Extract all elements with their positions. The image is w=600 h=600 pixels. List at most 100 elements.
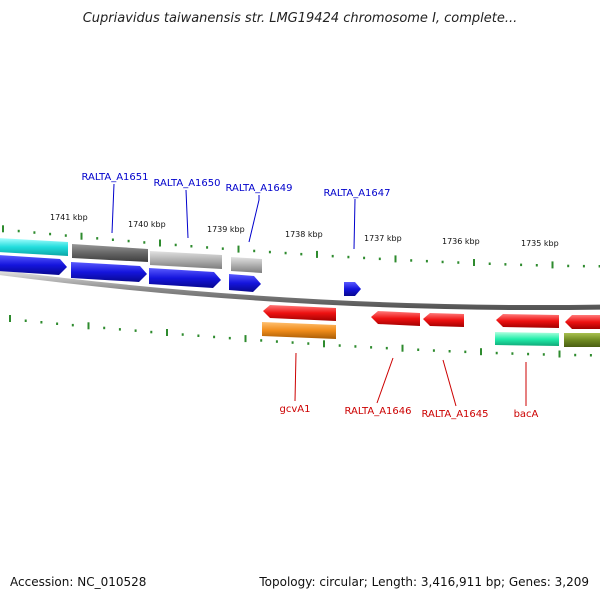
feature-olive[interactable] (564, 333, 600, 347)
top-minor-tick (206, 246, 209, 249)
top-minor-tick (410, 259, 413, 262)
top-minor-tick (143, 241, 146, 244)
feature-orange[interactable] (262, 322, 336, 339)
bottom-minor-tick (40, 321, 43, 324)
accession-text: Accession: NC_010528 (10, 575, 147, 589)
top-minor-tick (33, 231, 36, 234)
gene-arrow-red-2[interactable] (371, 311, 420, 326)
gene-arrow-blue-5[interactable] (344, 282, 361, 296)
top-major-tick (473, 259, 475, 266)
top-minor-tick (457, 261, 460, 264)
bottom-minor-tick (354, 345, 357, 348)
bottom-minor-tick (370, 346, 373, 349)
bottom-minor-tick (197, 334, 200, 337)
tick-label-1735: 1735 kbp (521, 239, 559, 248)
top-minor-tick (582, 264, 585, 268)
bottom-minor-tick (417, 348, 420, 351)
gene-label-gcva1[interactable]: gcvA1 (280, 404, 311, 415)
gene-label-ralta-a1645[interactable]: RALTA_A1645 (421, 409, 488, 420)
top-major-tick (80, 232, 83, 240)
top-minor-tick (17, 229, 20, 233)
bottom-minor-tick (511, 352, 514, 355)
bottom-minor-tick (589, 354, 592, 357)
top-minor-tick (520, 263, 523, 267)
top-minor-tick (441, 260, 444, 264)
feature-lightgray[interactable] (150, 251, 222, 269)
feature-gray-small[interactable] (231, 257, 262, 273)
gene-arrow-blue-2[interactable] (71, 262, 147, 282)
gene-arrow-blue-4[interactable] (229, 274, 261, 292)
tick-labels: 1741 kbp 1740 kbp 1739 kbp 1738 kbp 1737… (50, 213, 559, 248)
gene-label-baca[interactable]: bacA (514, 409, 539, 420)
tick-label-1739: 1739 kbp (207, 225, 245, 234)
feature-darkgray[interactable] (72, 244, 148, 262)
top-minor-tick (49, 232, 52, 236)
bottom-minor-tick (338, 344, 341, 347)
gene-arrow-red-5[interactable] (565, 315, 600, 329)
top-minor-tick (221, 247, 224, 250)
leader-line-ralta-a1645 (442, 359, 457, 407)
bottom-major-tick (401, 344, 404, 352)
top-leader-lines (111, 183, 356, 250)
feature-aqua[interactable] (495, 332, 559, 346)
gene-arrow-red-1[interactable] (263, 305, 336, 321)
tick-marks-bottom (9, 315, 592, 358)
gene-arrow-blue-3[interactable] (149, 268, 221, 288)
gene-label-ralta-a1646[interactable]: RALTA_A1646 (344, 406, 411, 417)
bottom-minor-tick (291, 341, 294, 344)
feature-cyan[interactable] (0, 238, 68, 256)
top-minor-tick (425, 259, 428, 263)
gene-label-ralta-a1649[interactable]: RALTA_A1649 (225, 183, 292, 194)
bottom-minor-tick (118, 328, 121, 331)
bottom-major-tick (480, 348, 482, 356)
map-title: Cupriavidus taiwanensis str. LMG19424 ch… (82, 11, 518, 26)
bottom-major-tick (558, 350, 561, 358)
bottom-major-tick (323, 340, 325, 348)
top-major-tick (159, 239, 161, 247)
gene-label-ralta-a1650[interactable]: RALTA_A1650 (153, 178, 220, 189)
tick-label-1741: 1741 kbp (50, 213, 88, 222)
bottom-minor-tick (432, 349, 435, 352)
gene-arrow-blue-1[interactable] (0, 255, 67, 275)
leader-line-ralta-a1651 (111, 183, 115, 234)
top-minor-tick (96, 237, 99, 240)
gene-labels-top: RALTA_A1651 RALTA_A1650 RALTA_A1649 RALT… (81, 172, 390, 199)
top-major-tick (237, 245, 240, 253)
top-minor-tick (567, 264, 570, 268)
tick-marks-top (2, 225, 600, 269)
bottom-minor-tick (181, 333, 184, 336)
bottom-minor-tick (103, 326, 106, 330)
features-top-outer (0, 238, 262, 273)
gene-arrow-red-3[interactable] (423, 313, 464, 327)
top-major-tick (2, 225, 4, 233)
bottom-minor-tick (542, 353, 545, 356)
bottom-minor-tick (495, 351, 498, 355)
bottom-major-tick (166, 329, 168, 336)
gene-arrow-red-4[interactable] (496, 314, 559, 328)
features-bottom-inner (263, 305, 600, 329)
bottom-major-tick (87, 322, 90, 330)
bottom-leader-lines (294, 352, 527, 407)
leader-line-ralta-a1647 (353, 198, 356, 250)
bottom-major-tick (244, 335, 247, 343)
bottom-minor-tick (574, 353, 577, 357)
top-minor-tick (363, 256, 366, 260)
bottom-minor-tick (448, 350, 451, 353)
top-minor-tick (535, 264, 538, 267)
top-minor-tick (64, 234, 67, 237)
top-minor-tick (111, 238, 114, 241)
bottom-minor-tick (228, 336, 231, 340)
top-major-tick (316, 250, 318, 258)
bottom-minor-tick (275, 340, 278, 343)
gene-label-ralta-a1647[interactable]: RALTA_A1647 (323, 188, 390, 199)
top-minor-tick (300, 252, 303, 256)
bottom-minor-tick (527, 352, 530, 356)
features-top-inner (0, 255, 361, 296)
topology-text: Topology: circular; Length: 3,416,911 bp… (259, 575, 589, 589)
gene-label-ralta-a1651[interactable]: RALTA_A1651 (81, 172, 148, 183)
tick-label-1738: 1738 kbp (285, 230, 323, 239)
features-bottom-outer (262, 322, 600, 347)
leader-line-ralta-a1650 (185, 189, 189, 239)
top-minor-tick (504, 263, 507, 266)
